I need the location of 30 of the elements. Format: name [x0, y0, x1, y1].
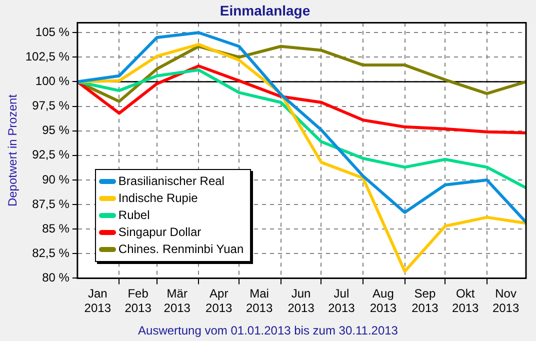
y-tick-label: 97,5 % — [32, 98, 70, 113]
y-tick-label: 105 % — [35, 24, 70, 39]
x-tick-label: Jun 2013 — [288, 286, 315, 316]
x-tick-label: Aug 2013 — [370, 286, 397, 316]
y-tick-label: 80 % — [42, 270, 70, 285]
legend-label: Rubel — [118, 207, 150, 224]
x-tick-label: Jul 2013 — [328, 286, 356, 316]
y-tick-label: 100 % — [35, 74, 70, 88]
legend-label: Brasilianischer Real — [118, 173, 224, 190]
x-tick-label: Mär 2013 — [164, 286, 191, 316]
x-tick-label: Sep 2013 — [412, 286, 439, 316]
legend-label: Singapur Dollar — [118, 224, 202, 242]
y-tick-label: 90 % — [42, 172, 70, 186]
x-tick-label: Mai 2013 — [246, 286, 273, 316]
legend-label: Chines. Renminbi Yuan — [118, 241, 244, 258]
chart-title: Einmalanlage — [220, 2, 310, 18]
y-tick-label: 92,5 % — [32, 148, 70, 162]
legend-label: Indische Rupie — [118, 190, 198, 208]
y-tick-label: 85 % — [42, 221, 70, 236]
y-tick-label: 102,5 % — [25, 49, 70, 64]
x-tick-label: Apr 2013 — [206, 286, 233, 316]
x-tick-label: Nov 2013 — [492, 286, 520, 316]
text: Auswertung vom 01.01.2013 bis zum 30.11.2013 — [138, 323, 398, 338]
x-tick-label: Jan 2013 — [84, 286, 112, 316]
y-tick-label: 95 % — [42, 123, 70, 138]
y-tick-label: 82,5 % — [32, 246, 70, 260]
y-axis-title: Depotwert in Prozent — [6, 94, 20, 207]
y-tick-label: 87,5 % — [32, 196, 70, 211]
x-tick-label: Feb 2013 — [124, 286, 152, 316]
x-tick-label: Okt 2013 — [452, 286, 480, 316]
